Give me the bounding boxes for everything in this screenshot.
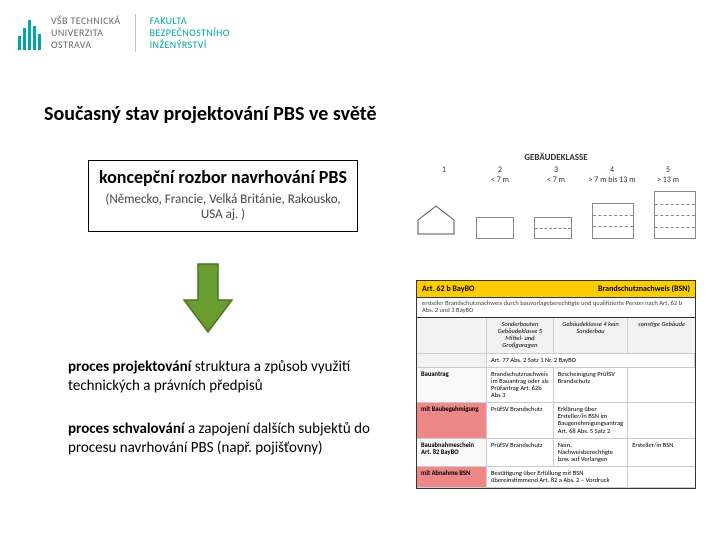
bsn-header: Art. 62 b BayBO Brandschutznachweis (BSN… <box>417 281 695 298</box>
logo-text-left: VŠB TECHNICKÁ UNIVERZITA OSTRAVA <box>49 15 127 51</box>
gk-col-2: 2 <box>472 165 528 175</box>
gk-title: GEBÄUDEKLASSE <box>416 152 696 163</box>
bsn-r1c1: Brandschutznachweis im Bauantrag oder al… <box>487 368 554 404</box>
bsn-row3-label: Bauabnahmeschein Art. 82 BayBO <box>417 439 487 467</box>
bsn-table: Art. 62 b BayBO Brandschutznachweis (BSN… <box>416 280 696 489</box>
bsn-r3c2: Nein, Nachweisberechtigte bzw. auf Verla… <box>554 439 629 467</box>
gk-col-4: 4 <box>584 165 640 175</box>
bsn-gh-2: Gebäudeklasse 4 kein Sonderbau <box>554 318 629 354</box>
down-arrow-icon <box>182 262 234 334</box>
gk-h-2: < 7 m <box>472 175 528 185</box>
bsn-row1-label: Bauantrag <box>417 368 487 404</box>
gk-h-4: > 7 m bis 13 m <box>584 175 640 185</box>
para1-bold: proces projektování <box>68 358 191 376</box>
bsn-cell-a: Art. 77 Abs. 2 Satz 1 Nr. 2 BayBO <box>487 354 695 368</box>
gk-col-3: 3 <box>528 165 584 175</box>
building-4-icon <box>592 203 634 239</box>
gk-h-5: > 13 m <box>640 175 696 185</box>
logo-text-right: FAKULTA BEZPEČNOSTNÍHO INŽENÝRSTVÍ <box>144 15 230 51</box>
bsn-cell-a-label <box>417 354 487 368</box>
bsn-r3c3: Ersteller/in BSN <box>628 439 695 467</box>
building-3-icon <box>534 217 572 239</box>
bsn-r1c2: Bescheinigung PrüfSV Brandschutz <box>554 368 629 404</box>
gebaeudeklasse-diagram: GEBÄUDEKLASSE 1 2 3 4 5 < 7 m < 7 m > 7 … <box>416 152 696 239</box>
bsn-r2c2: Erklärung über Ersteller/in BSN im Bauge… <box>554 403 629 439</box>
bsn-row4-label: mit Abnahme BSN <box>417 467 487 488</box>
logo-right-line3: INŽENÝRSTVÍ <box>150 39 230 51</box>
bsn-r2c3 <box>628 403 695 439</box>
concept-box: koncepční rozbor navrhování PBS (Německo… <box>88 160 358 232</box>
bsn-gh-3: sonstige Gebäude <box>628 318 695 354</box>
gk-h-1 <box>416 175 472 185</box>
bsn-r2c1: PrüfSV Brandschutz <box>487 403 554 439</box>
bsn-r3c1: PrüfSV Brandschutz <box>487 439 554 467</box>
concept-heading: koncepční rozbor navrhování PBS <box>97 167 349 188</box>
gk-height-row: < 7 m < 7 m > 7 m bis 13 m > 13 m <box>416 175 696 185</box>
bsn-r4c3 <box>628 467 695 488</box>
bsn-subtitle: ersteller Brandschutznachweis durch bauv… <box>417 298 695 318</box>
university-logo: VŠB TECHNICKÁ UNIVERZITA OSTRAVA FAKULTA… <box>18 14 230 52</box>
para2-bold: proces schvalování <box>68 420 185 438</box>
gk-buildings <box>416 189 696 239</box>
bsn-r1c3 <box>628 368 695 404</box>
bsn-r4c1: Bestätigung über Erfüllung mit BSN übere… <box>487 467 628 488</box>
bsn-header-left: Art. 62 b BayBO <box>422 284 474 294</box>
gk-col-5: 5 <box>640 165 696 175</box>
gk-h-3: < 7 m <box>528 175 584 185</box>
gk-col-1: 1 <box>416 165 472 175</box>
gk-class-row: 1 2 3 4 5 <box>416 165 696 175</box>
logo-left-line3: OSTRAVA <box>51 39 121 51</box>
bsn-row2-label: mit Baubegehmigung <box>417 403 487 439</box>
paragraph-schvalovani: proces schvalování a zapojení dalších su… <box>68 420 398 458</box>
building-2-icon <box>476 217 514 239</box>
building-1-icon <box>416 202 456 239</box>
logo-divider <box>135 14 136 52</box>
bsn-gh-1: Sonderbauten Gebäudeklasse 5 Mittel- und… <box>487 318 554 354</box>
bsn-gh-0 <box>417 318 487 354</box>
building-5-icon <box>654 191 696 239</box>
concept-subtitle: (Německo, Francie, Velká Británie, Rakou… <box>97 192 349 223</box>
bsn-header-right: Brandschutznachweis (BSN) <box>598 284 690 294</box>
paragraph-projektovani: proces projektování struktura a způsob v… <box>68 358 398 396</box>
slide-title: Současný stav projektování PBS ve světě <box>44 102 377 126</box>
bsn-grid: Sonderbauten Gebäudeklasse 5 Mittel- und… <box>417 318 695 489</box>
logo-bars-icon <box>18 16 41 50</box>
